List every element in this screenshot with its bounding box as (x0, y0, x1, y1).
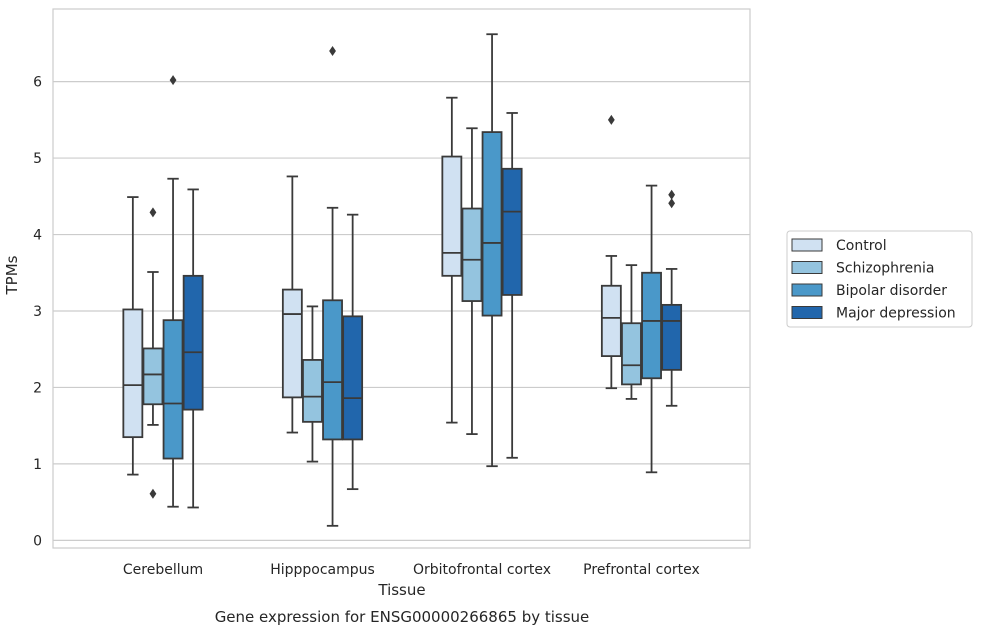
iqr-box (461, 207, 483, 302)
box-major-depression (501, 112, 523, 459)
box-bipolar-disorder (481, 33, 503, 468)
box-control (281, 175, 303, 434)
box-major-depression (182, 188, 204, 509)
outlier-point (668, 198, 676, 209)
iqr-box (621, 322, 642, 386)
iqr-box (600, 284, 622, 358)
box-major-depression (342, 213, 364, 491)
legend-swatch (791, 306, 823, 319)
iqr-box (661, 303, 683, 371)
box-control (122, 196, 144, 476)
y-tick-label: 6 (33, 75, 42, 91)
outlier-point (329, 46, 336, 57)
x-axis-title: Tissue (377, 581, 425, 599)
iqr-box (122, 308, 144, 439)
box-schizophrenia (142, 207, 164, 499)
box-schizophrenia (461, 127, 483, 435)
y-tick-label: 1 (33, 457, 42, 473)
legend-label: Control (836, 238, 887, 254)
iqr-box (441, 155, 463, 277)
outlier-point (169, 75, 177, 86)
box-groups (122, 33, 683, 527)
iqr-box (501, 167, 523, 296)
y-tick-label: 2 (33, 380, 42, 396)
legend: Control Schizophrenia Bipolar disorder Majo… (786, 230, 973, 328)
box-bipolar-disorder (641, 184, 662, 474)
iqr-box (281, 288, 303, 399)
outlier-point (607, 114, 615, 125)
legend-label: Major depression (836, 306, 956, 322)
outlier-point (149, 207, 157, 218)
iqr-box (481, 131, 503, 317)
outlier-point (668, 189, 676, 200)
y-axis-ticks: 0 1 2 3 4 5 6 (33, 75, 42, 550)
iqr-box (182, 274, 204, 411)
x-tick-label: Orbitofrontal cortex (413, 562, 551, 578)
iqr-box (322, 299, 343, 441)
iqr-box (302, 359, 323, 423)
x-axis-ticks: Cerebellum Hipppocampus Orbitofrontal cort… (123, 562, 700, 578)
box-schizophrenia (302, 305, 323, 463)
iqr-box (142, 347, 164, 406)
box-bipolar-disorder (322, 46, 343, 527)
y-tick-label: 0 (33, 533, 42, 549)
gridlines (53, 81, 750, 541)
box-control (600, 114, 622, 390)
y-axis-title: TPMs (3, 255, 21, 295)
box-schizophrenia (621, 264, 642, 400)
outlier-point (149, 488, 157, 499)
chart-title: Gene expression for ENSG00000266865 by t… (215, 608, 590, 626)
legend-frame (786, 230, 973, 328)
box-bipolar-disorder (162, 75, 184, 508)
legend-swatch (791, 238, 823, 252)
legend-label: Bipolar disorder (836, 283, 947, 299)
box-control (441, 96, 463, 424)
iqr-box (342, 315, 364, 441)
box-major-depression (661, 189, 683, 407)
x-tick-label: Hipppocampus (270, 562, 375, 578)
iqr-box (162, 319, 184, 460)
legend-label: Schizophrenia (836, 261, 934, 277)
y-tick-label: 4 (33, 228, 42, 244)
x-tick-label: Prefrontal cortex (583, 562, 700, 578)
iqr-box (641, 271, 662, 380)
x-tick-label: Cerebellum (123, 562, 203, 578)
y-tick-label: 5 (33, 151, 42, 167)
legend-swatch (791, 261, 823, 274)
legend-swatch (791, 283, 823, 297)
y-tick-label: 3 (33, 304, 42, 320)
